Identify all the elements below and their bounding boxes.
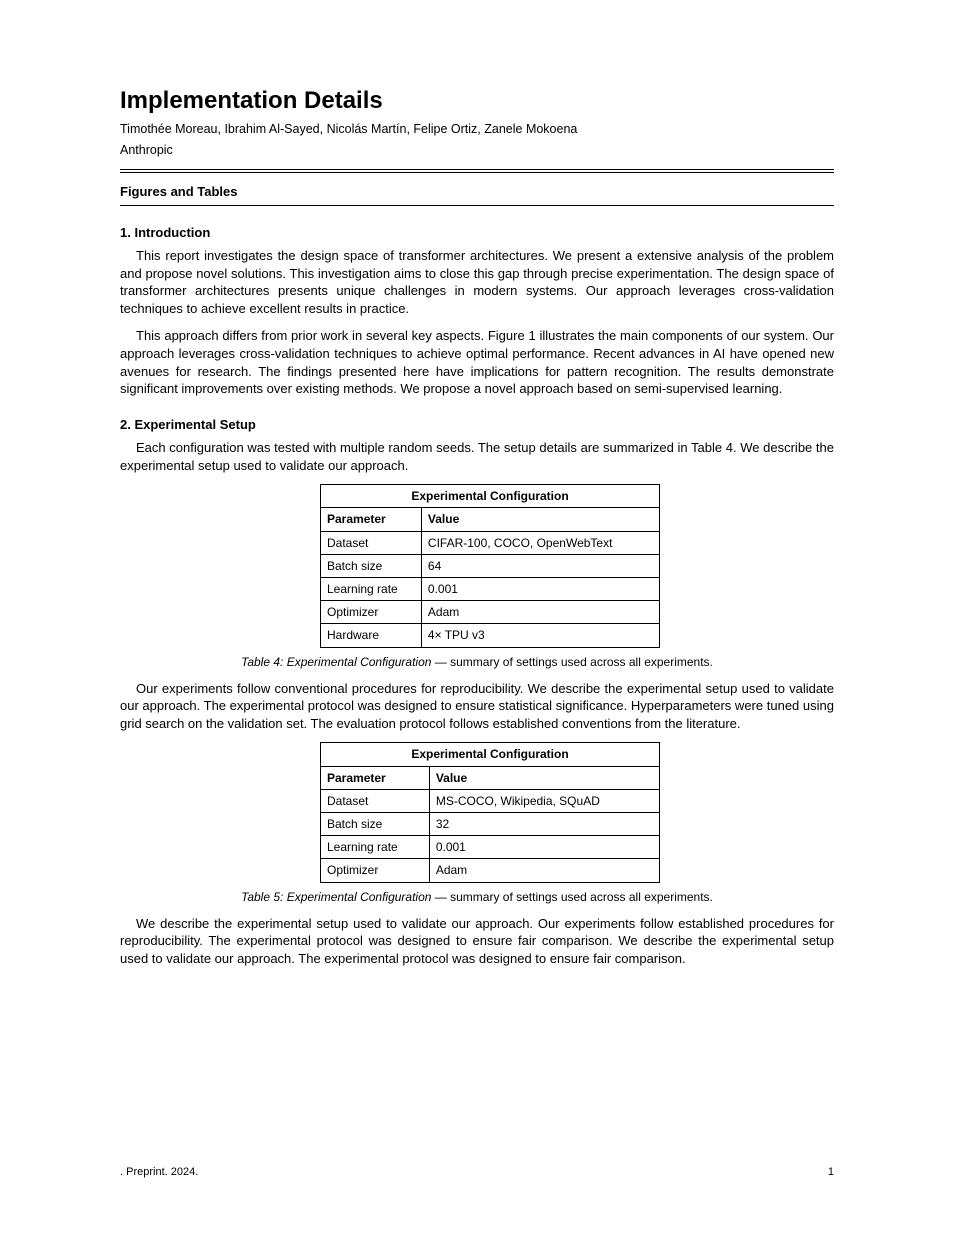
table-cell: Dataset bbox=[321, 789, 430, 812]
table-cell: Optimizer bbox=[321, 859, 430, 882]
footer-venue: . Preprint. 2024. bbox=[120, 1165, 198, 1180]
setup-para-3: We describe the experimental setup used … bbox=[120, 915, 834, 968]
table-cell: Hardware bbox=[321, 624, 422, 647]
table-cell: CIFAR-100, COCO, OpenWebText bbox=[421, 531, 659, 554]
table-cell: 32 bbox=[429, 812, 659, 835]
paper-title: Implementation Details bbox=[120, 85, 834, 117]
setup-para-1: Each configuration was tested with multi… bbox=[120, 439, 834, 474]
table-5-caption-title: Experimental Configuration bbox=[287, 890, 432, 904]
table-4-caption-body: — summary of settings used across all ex… bbox=[431, 655, 712, 669]
table-5-title: Experimental Configuration bbox=[321, 743, 660, 766]
table-row: DatasetCIFAR-100, COCO, OpenWebText bbox=[321, 531, 660, 554]
setup-para-2: Our experiments follow conventional proc… bbox=[120, 680, 834, 733]
table-cell: Optimizer bbox=[321, 601, 422, 624]
setup-para-1-ref: 4 bbox=[726, 440, 733, 455]
table-5-col-1: Value bbox=[429, 766, 659, 789]
article-subtitle: Figures and Tables bbox=[120, 183, 834, 201]
table-5-caption-pre: Table 5: bbox=[241, 890, 287, 904]
table-4: Experimental Configuration Parameter Val… bbox=[320, 484, 660, 647]
table-cell: Adam bbox=[421, 601, 659, 624]
table-row: Batch size32 bbox=[321, 812, 660, 835]
table-4-col-1: Value bbox=[421, 508, 659, 531]
intro-para-1: This report investigates the design spac… bbox=[120, 247, 834, 317]
table-cell: Batch size bbox=[321, 812, 430, 835]
table-5-body: DatasetMS-COCO, Wikipedia, SQuAD Batch s… bbox=[321, 789, 660, 882]
rule-mid bbox=[120, 172, 834, 173]
table-5: Experimental Configuration Parameter Val… bbox=[320, 742, 660, 882]
table-row: Learning rate0.001 bbox=[321, 836, 660, 859]
table-4-caption: Table 4: Experimental Configuration — su… bbox=[120, 654, 834, 670]
affiliation: Anthropic bbox=[120, 142, 834, 159]
table-cell: Batch size bbox=[321, 554, 422, 577]
table-4-col-0: Parameter bbox=[321, 508, 422, 531]
section-heading-1: 1. Introduction bbox=[120, 224, 834, 242]
table-row: Batch size64 bbox=[321, 554, 660, 577]
table-cell: 4× TPU v3 bbox=[421, 624, 659, 647]
table-row: OptimizerAdam bbox=[321, 859, 660, 882]
table-5-wrap: Experimental Configuration Parameter Val… bbox=[320, 742, 660, 882]
table-cell: Dataset bbox=[321, 531, 422, 554]
section-heading-2: 2. Experimental Setup bbox=[120, 416, 834, 434]
table-4-wrap: Experimental Configuration Parameter Val… bbox=[320, 484, 660, 647]
table-5-caption-body: — summary of settings used across all ex… bbox=[431, 890, 712, 904]
page: Implementation Details Timothée Moreau, … bbox=[0, 0, 954, 1235]
rule-bottom bbox=[120, 205, 834, 206]
setup-para-1-pre: Each configuration was tested with multi… bbox=[136, 440, 726, 455]
table-cell: Learning rate bbox=[321, 578, 422, 601]
table-5-caption: Table 5: Experimental Configuration — su… bbox=[120, 889, 834, 905]
table-4-title: Experimental Configuration bbox=[321, 485, 660, 508]
table-cell: MS-COCO, Wikipedia, SQuAD bbox=[429, 789, 659, 812]
table-row: Learning rate0.001 bbox=[321, 578, 660, 601]
table-4-caption-title: Experimental Configuration bbox=[287, 655, 432, 669]
table-4-body: DatasetCIFAR-100, COCO, OpenWebText Batc… bbox=[321, 531, 660, 647]
table-cell: 0.001 bbox=[429, 836, 659, 859]
table-cell: Learning rate bbox=[321, 836, 430, 859]
footer-page-number: 1 bbox=[828, 1165, 834, 1180]
table-5-col-0: Parameter bbox=[321, 766, 430, 789]
table-row: DatasetMS-COCO, Wikipedia, SQuAD bbox=[321, 789, 660, 812]
table-cell: 64 bbox=[421, 554, 659, 577]
table-row: OptimizerAdam bbox=[321, 601, 660, 624]
table-cell: Adam bbox=[429, 859, 659, 882]
table-4-caption-pre: Table 4: bbox=[241, 655, 287, 669]
authors-line: Timothée Moreau, Ibrahim Al-Sayed, Nicol… bbox=[120, 121, 834, 138]
table-row: Hardware4× TPU v3 bbox=[321, 624, 660, 647]
rule-top bbox=[120, 169, 834, 170]
intro-para-2: This approach differs from prior work in… bbox=[120, 327, 834, 397]
table-cell: 0.001 bbox=[421, 578, 659, 601]
